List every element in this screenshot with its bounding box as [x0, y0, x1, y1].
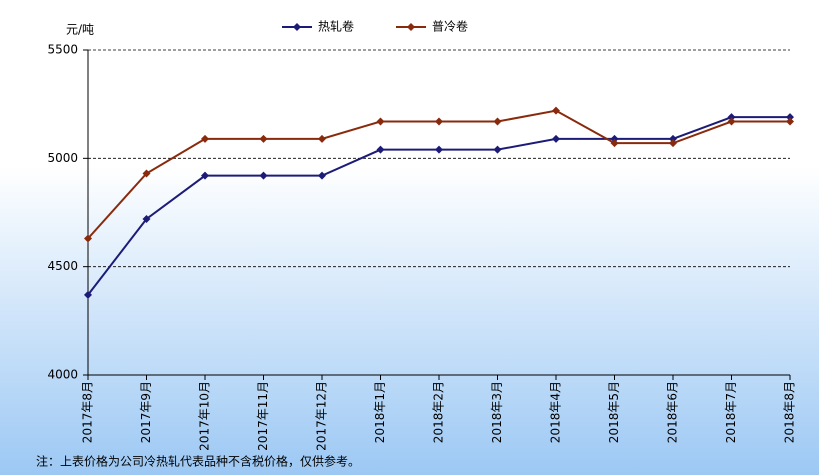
data-point	[493, 117, 502, 126]
data-point	[727, 113, 736, 122]
legend-marker	[293, 23, 301, 31]
x-tick-label: 2018年1月	[373, 381, 387, 443]
x-tick-label: 2018年5月	[607, 381, 621, 443]
legend-label: 热轧卷	[318, 19, 354, 34]
data-point	[376, 145, 385, 154]
data-point	[552, 106, 560, 115]
x-tick-label: 2017年8月	[81, 381, 95, 443]
data-point	[435, 145, 443, 154]
y-tick-label: 4500	[47, 259, 78, 273]
data-point	[669, 139, 677, 148]
data-point	[493, 145, 502, 154]
data-point	[669, 134, 677, 143]
data-point	[259, 134, 268, 143]
data-point	[201, 171, 209, 180]
data-point	[142, 215, 151, 223]
y-tick-label: 4000	[47, 368, 78, 382]
data-point	[259, 171, 268, 180]
data-point	[84, 234, 92, 243]
data-point	[610, 134, 619, 143]
series-line	[87, 109, 790, 240]
x-tick-label: 2017年12月	[315, 381, 329, 451]
x-tick-label: 2018年2月	[432, 381, 446, 443]
data-point	[786, 117, 794, 126]
data-point	[142, 169, 151, 178]
legend-marker	[407, 23, 415, 31]
footnote: 注：上表价格为公司冷热轧代表品种不含税价格，仅供参考。	[36, 454, 360, 469]
y-tick-label: 5500	[47, 43, 78, 57]
data-point	[376, 117, 385, 126]
x-tick-label: 2018年3月	[490, 381, 504, 443]
series-line	[87, 116, 790, 296]
data-point	[786, 113, 794, 122]
x-tick-label: 2018年8月	[783, 381, 797, 443]
y-axis-label: 元/吨	[66, 23, 94, 37]
x-tick-label: 2018年4月	[549, 381, 563, 443]
data-point	[727, 117, 736, 126]
data-point	[610, 139, 619, 148]
data-point	[318, 134, 326, 143]
x-tick-label: 2017年11月	[256, 381, 270, 451]
data-point	[84, 290, 92, 299]
y-tick-label: 5000	[47, 151, 78, 165]
data-point	[318, 171, 326, 180]
data-point	[201, 134, 209, 143]
x-tick-label: 2017年9月	[139, 381, 153, 443]
legend-label: 普冷卷	[432, 19, 468, 34]
x-tick-label: 2018年6月	[666, 381, 680, 443]
data-point	[435, 117, 443, 126]
x-tick-label: 2018年7月	[724, 381, 738, 443]
data-point	[552, 134, 560, 143]
x-tick-label: 2017年10月	[198, 381, 212, 451]
